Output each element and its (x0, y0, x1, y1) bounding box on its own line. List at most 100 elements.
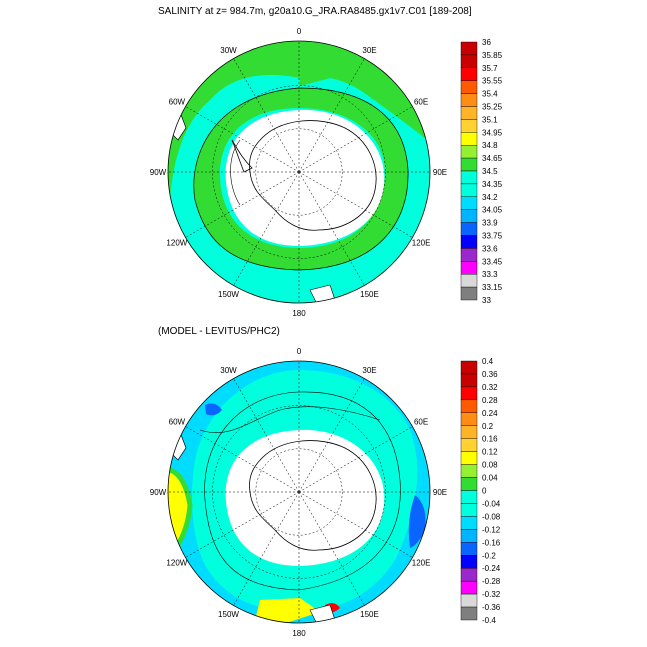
longitude-label: 30W (220, 366, 237, 375)
colorbar-label: 0.08 (482, 461, 498, 470)
colorbar-swatch (460, 438, 478, 452)
colorbar-label: 34.05 (482, 206, 503, 215)
bottom-map-border (167, 360, 431, 624)
colorbar-label: 0.36 (482, 370, 498, 379)
colorbar-label: 36 (482, 38, 491, 47)
colorbar-label: 0.04 (482, 474, 498, 483)
meridian-line (298, 106, 413, 173)
bottom-graticule (168, 361, 430, 623)
colorbar-swatch (460, 542, 478, 556)
longitude-label: 90E (433, 488, 447, 497)
bottom-longitude-labels: 0 30E 60E 90E 120E 150E 180 150W 120W 90W 60W 30W (150, 347, 447, 638)
bottom-polar-map: 0 30E 60E 90E 120E 150E 180 150W 120W 90W 60W 30W (150, 347, 447, 638)
bottom-contour-b (199, 406, 381, 434)
colorbar-label: -0.28 (482, 577, 501, 586)
top-green-region-north (168, 41, 430, 200)
longitude-label: 120E (412, 239, 431, 248)
top-green-tongue (300, 41, 362, 86)
longitude-label: 30E (362, 366, 376, 375)
bottom-blue-northwest (205, 403, 222, 416)
top-map-title: SALINITY at z= 984.7m, g20a10.G_JRA.RA84… (158, 6, 472, 17)
colorbar-swatch (460, 209, 478, 223)
meridian-line (298, 426, 413, 493)
colorbar-label: 35.55 (482, 77, 503, 86)
bottom-colorbar: 0.4 0.36 0.32 0.28 0.24 0.2 0.16 0.12 0.08 0.04 0 -… (460, 357, 501, 625)
colorbar-label: 0.32 (482, 383, 498, 392)
colorbar-swatch (460, 580, 478, 595)
colorbar-swatch (460, 132, 478, 146)
meridian-line (185, 491, 300, 558)
longitude-label: 0 (297, 27, 302, 36)
bottom-map-title: (MODEL - LEVITUS/PHC2) (158, 326, 280, 337)
colorbar-label: 34.2 (482, 193, 498, 202)
colorbar-swatch (460, 67, 478, 81)
colorbar-swatch (460, 41, 478, 56)
colorbar-swatch (460, 222, 478, 236)
longitude-label: 150W (218, 610, 239, 619)
longitude-label: 180 (292, 629, 306, 638)
longitude-label: 60E (414, 418, 428, 427)
colorbar-label: 34.65 (482, 154, 503, 163)
colorbar-label: 33.15 (482, 283, 503, 292)
colorbar-swatch (460, 235, 478, 249)
latitude-circle (212, 85, 386, 259)
colorbar-label: 34.95 (482, 128, 503, 137)
colorbar-label: 0 (482, 487, 487, 496)
longitude-label: 30E (362, 46, 376, 55)
meridian-line (298, 58, 365, 173)
colorbar-label: -0.36 (482, 603, 501, 612)
colorbar-label: 34.5 (482, 167, 498, 176)
latitude-circle (212, 405, 386, 579)
bottom-blue-east (408, 495, 426, 548)
colorbar-label: 35.4 (482, 90, 498, 99)
longitude-label: 120W (166, 559, 187, 568)
colorbar-label: -0.12 (482, 525, 501, 534)
colorbar-label: 34.8 (482, 141, 498, 150)
colorbar-label: 35.85 (482, 51, 503, 60)
meridian-line (233, 58, 300, 173)
meridian-line (233, 171, 300, 286)
colorbar-label: 33.6 (482, 244, 498, 253)
colorbar-label: 35.1 (482, 115, 498, 124)
colorbar-label: -0.08 (482, 512, 501, 521)
colorbar-label: 33.3 (482, 270, 498, 279)
colorbar-label: 33.45 (482, 257, 503, 266)
colorbar-swatch (460, 93, 478, 107)
colorbar-swatch (460, 412, 478, 426)
meridian-line (298, 491, 413, 558)
colorbar-label: 33 (482, 296, 491, 305)
latitude-circle (255, 448, 343, 536)
colorbar-label: 33.9 (482, 219, 498, 228)
colorbar-swatch (460, 170, 478, 185)
colorbar-swatch (460, 360, 478, 375)
top-graticule (168, 41, 430, 303)
bottom-purple-east (428, 455, 430, 470)
longitude-label: 30W (220, 46, 237, 55)
meridian-line (298, 378, 365, 493)
colorbar-label: 0.16 (482, 435, 498, 444)
longitude-label: 90W (150, 488, 167, 497)
colorbar-swatch (460, 80, 478, 94)
colorbar-label: 0.2 (482, 422, 494, 431)
colorbar-swatch (460, 261, 478, 275)
colorbar-swatch (460, 144, 478, 159)
longitude-label: 90E (433, 168, 447, 177)
longitude-label: 150W (218, 290, 239, 299)
colorbar-swatch (460, 593, 478, 608)
colorbar-label: -0.32 (482, 590, 501, 599)
colorbar-swatch (460, 183, 478, 197)
colorbar-swatch (460, 464, 478, 478)
colorbar-label: -0.4 (482, 616, 496, 625)
meridian-line (185, 426, 300, 493)
colorbar-swatch (460, 516, 478, 530)
colorbar-swatch (460, 119, 478, 133)
colorbar-swatch (460, 503, 478, 517)
meridian-line (233, 491, 300, 606)
colorbar-label: 0.4 (482, 357, 494, 366)
longitude-label: 60E (414, 98, 428, 107)
colorbar-swatch (460, 248, 478, 262)
meridian-line (298, 171, 413, 238)
bottom-green-west (168, 467, 193, 550)
latitude-circle (255, 128, 343, 216)
colorbar-swatch (460, 568, 478, 582)
